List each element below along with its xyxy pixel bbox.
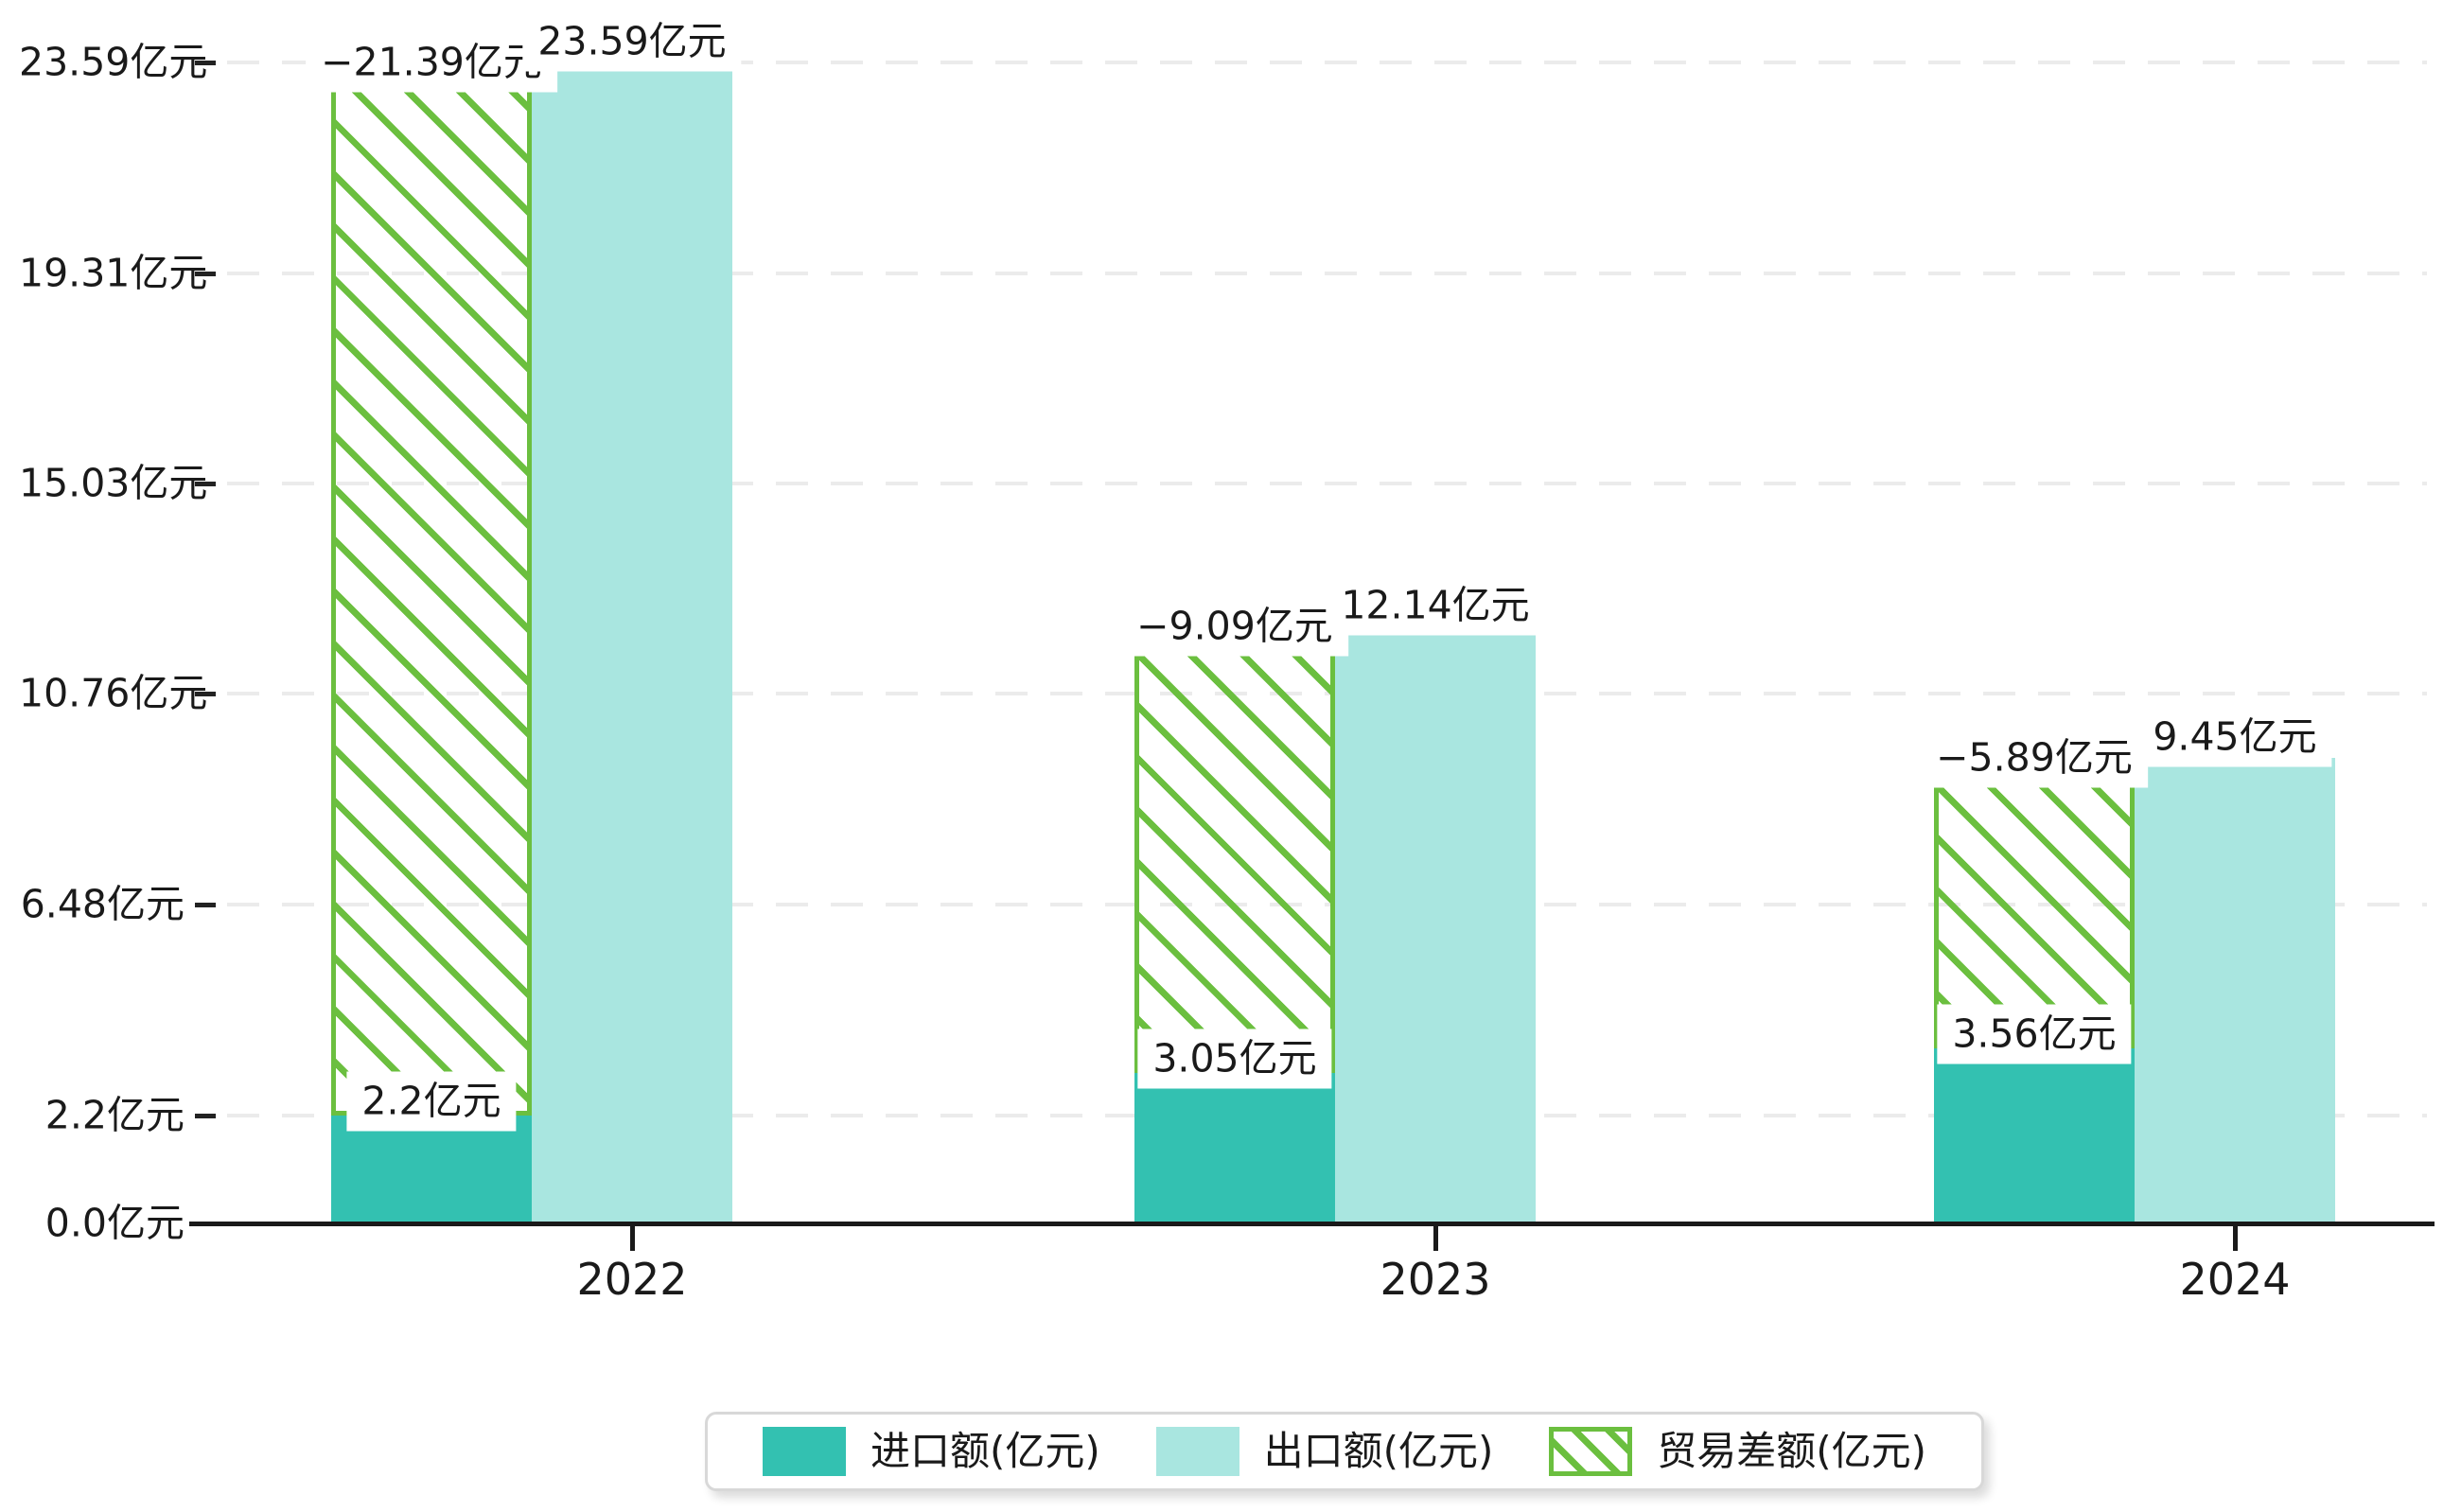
y-tick-label: 23.59亿元: [19, 39, 208, 85]
bar-export: [532, 62, 732, 1223]
bar-import: [331, 1115, 532, 1223]
gridline: [227, 61, 2427, 64]
x-tick-mark: [1433, 1226, 1438, 1251]
y-tick-label: 6.48亿元: [20, 881, 185, 927]
legend-label-balance: 贸易差额(亿元): [1657, 1428, 1926, 1474]
y-tick-mark: [195, 482, 216, 487]
x-category-label: 2023: [1380, 1254, 1491, 1305]
y-tick-mark: [195, 902, 216, 907]
balance-value-label: −9.09亿元: [1121, 596, 1348, 657]
x-category-label: 2022: [576, 1254, 688, 1305]
legend-item-import: 进口额(亿元): [763, 1427, 1100, 1476]
import-value-label: 2.2亿元: [346, 1071, 517, 1132]
x-axis-line: [189, 1222, 2435, 1226]
bar-trade-balance: [1134, 625, 1335, 1074]
bar-export: [2135, 758, 2335, 1223]
legend-item-balance: 贸易差额(亿元): [1549, 1427, 1926, 1476]
export-value-label: 23.59亿元: [522, 11, 742, 72]
legend-swatch-balance-icon: [1549, 1427, 1633, 1476]
gridline: [227, 482, 2427, 486]
x-tick-mark: [2233, 1226, 2238, 1251]
legend-swatch-import-icon: [763, 1427, 846, 1476]
y-tick-label: 15.03亿元: [19, 460, 208, 506]
legend: 进口额(亿元) 出口额(亿元) 贸易差额(亿元): [705, 1412, 1984, 1491]
legend-swatch-export-icon: [1155, 1427, 1239, 1476]
bar-import: [1934, 1047, 2135, 1223]
legend-label-import: 进口额(亿元): [870, 1428, 1100, 1474]
y-tick-mark: [195, 271, 216, 276]
import-value-label: 3.05亿元: [1137, 1029, 1332, 1089]
legend-label-export: 出口额(亿元): [1263, 1428, 1494, 1474]
y-tick-label: 10.76亿元: [19, 670, 208, 716]
x-category-label: 2024: [2179, 1254, 2291, 1305]
y-tick-mark: [195, 61, 216, 65]
x-tick-mark: [630, 1226, 635, 1251]
gridline: [227, 271, 2427, 275]
balance-value-label: −21.39亿元: [306, 32, 557, 93]
bar-import: [1134, 1073, 1335, 1223]
y-tick-mark: [195, 692, 216, 697]
bar-export: [1335, 625, 1536, 1223]
y-tick-label: 2.2亿元: [44, 1092, 185, 1138]
balance-value-label: −5.89亿元: [1921, 728, 2148, 788]
y-tick-label: 19.31亿元: [19, 250, 208, 296]
export-value-label: 12.14亿元: [1326, 575, 1545, 636]
y-tick-label: 0.0亿元: [44, 1200, 185, 1246]
export-value-label: 9.45亿元: [2137, 707, 2332, 767]
y-tick-mark: [195, 1113, 216, 1118]
bar-trade-balance: [331, 62, 532, 1116]
import-value-label: 3.56亿元: [1937, 1004, 2132, 1064]
legend-item-export: 出口额(亿元): [1155, 1427, 1494, 1476]
